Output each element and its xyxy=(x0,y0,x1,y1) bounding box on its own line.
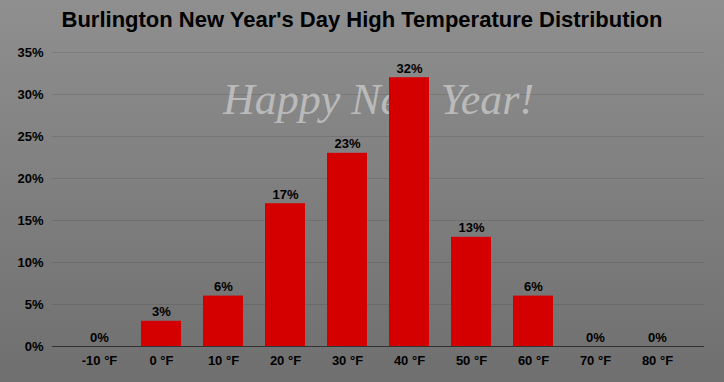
svg-text:32%: 32% xyxy=(396,61,422,76)
svg-text:25%: 25% xyxy=(17,129,43,144)
svg-text:15%: 15% xyxy=(17,213,43,228)
svg-text:35%: 35% xyxy=(17,45,43,60)
svg-text:0%: 0% xyxy=(25,339,44,354)
svg-text:60 °F: 60 °F xyxy=(518,353,549,368)
svg-text:10%: 10% xyxy=(17,255,43,270)
svg-text:6%: 6% xyxy=(214,279,233,294)
svg-text:0%: 0% xyxy=(586,330,605,345)
svg-text:0 °F: 0 °F xyxy=(150,353,174,368)
svg-text:30%: 30% xyxy=(17,87,43,102)
svg-text:20 °F: 20 °F xyxy=(270,353,301,368)
svg-text:3%: 3% xyxy=(152,304,171,319)
svg-text:Happy New Year!: Happy New Year! xyxy=(222,75,534,124)
svg-text:50 °F: 50 °F xyxy=(456,353,487,368)
svg-text:0%: 0% xyxy=(648,330,667,345)
svg-text:0%: 0% xyxy=(90,330,109,345)
svg-text:30 °F: 30 °F xyxy=(332,353,363,368)
svg-text:10 °F: 10 °F xyxy=(208,353,239,368)
svg-text:70 °F: 70 °F xyxy=(580,353,611,368)
svg-text:17%: 17% xyxy=(272,187,298,202)
svg-text:5%: 5% xyxy=(25,297,44,312)
svg-text:-10 °F: -10 °F xyxy=(82,353,118,368)
svg-text:40 °F: 40 °F xyxy=(394,353,425,368)
html-text:Burlington New Year's Day High: Burlington New Year's Day High Temperatu… xyxy=(61,7,663,32)
svg-text:20%: 20% xyxy=(17,171,43,186)
svg-text:13%: 13% xyxy=(458,220,484,235)
svg-text:80 °F: 80 °F xyxy=(642,353,673,368)
svg-text:6%: 6% xyxy=(524,279,543,294)
svg-text:23%: 23% xyxy=(334,136,360,151)
